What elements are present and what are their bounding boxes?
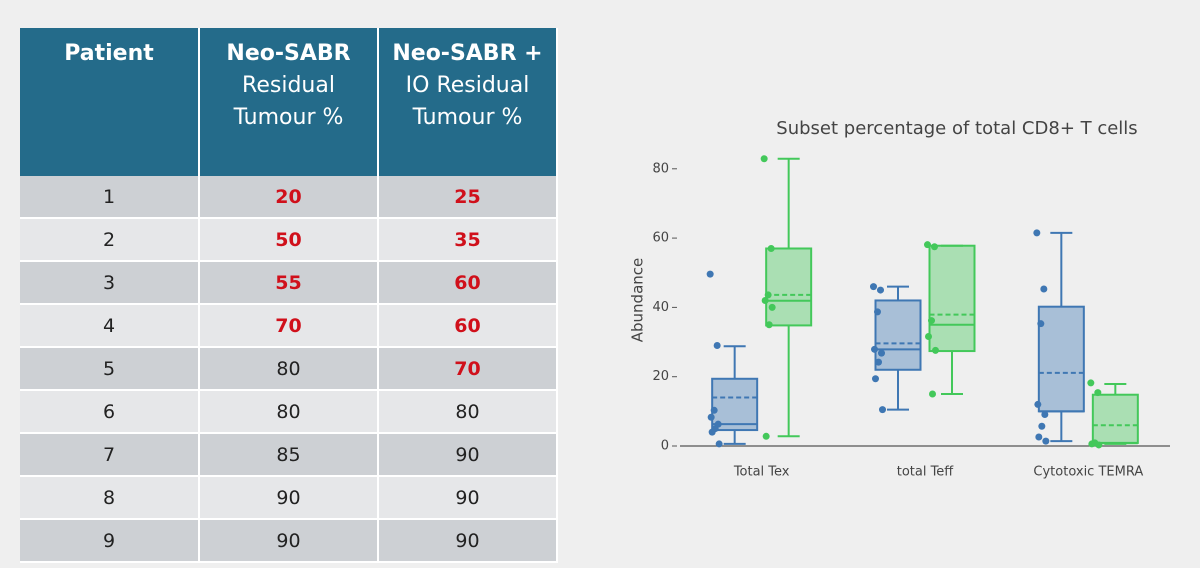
cell: 5 <box>20 347 200 391</box>
data-point <box>710 406 718 414</box>
cell: 35 <box>378 218 558 262</box>
data-point <box>1087 379 1095 387</box>
data-point <box>871 345 878 353</box>
data-point <box>708 428 716 436</box>
y-axis-label: Abundance <box>629 258 647 343</box>
data-point <box>932 346 939 354</box>
data-point <box>1035 433 1043 441</box>
row: 2 50 35 <box>20 218 558 262</box>
x-tick-label: Total Tex <box>733 465 790 480</box>
row: 4 70 60 <box>20 304 558 348</box>
cell: 9 <box>20 519 200 563</box>
cell: 60 <box>378 261 558 305</box>
row: 5 80 70 <box>20 347 558 391</box>
cell: 8 <box>20 476 200 520</box>
data-point <box>715 440 723 448</box>
data-point <box>764 291 772 299</box>
box <box>1037 305 1085 413</box>
cell: 90 <box>199 519 379 563</box>
header-row: Patient Neo-SABR Residual Tumour % Neo-S… <box>20 28 558 176</box>
data-point <box>767 244 775 252</box>
data-point <box>924 241 931 249</box>
data-point <box>879 406 886 414</box>
data-point <box>878 349 885 357</box>
data-point <box>760 155 768 163</box>
cell: 80 <box>199 347 379 391</box>
residual-table: Patient Neo-SABR Residual Tumour % Neo-S… <box>20 28 558 563</box>
data-point <box>768 303 776 311</box>
data-point <box>761 296 769 304</box>
box <box>1091 393 1139 444</box>
cell: 80 <box>199 390 379 434</box>
data-point <box>1095 441 1103 449</box>
cell: 60 <box>378 304 558 348</box>
y-tick-label: 80 <box>652 161 669 176</box>
cell: 50 <box>199 218 379 262</box>
cell: 4 <box>20 304 200 348</box>
cell: 55 <box>199 261 379 305</box>
cell: 7 <box>20 433 200 477</box>
box <box>874 299 922 371</box>
y-tick-label: 0 <box>661 439 669 454</box>
data-point <box>870 283 877 291</box>
chart-title: Subset percentage of total CD8+ T cells <box>776 118 1137 139</box>
cell: 70 <box>378 347 558 391</box>
cell: 20 <box>199 176 379 219</box>
data-point <box>765 321 773 329</box>
row: 8 90 90 <box>20 476 558 520</box>
data-point <box>1038 422 1046 430</box>
cell: 2 <box>20 218 200 262</box>
box <box>928 244 976 353</box>
cell: 85 <box>199 433 379 477</box>
header-cell: Patient <box>20 28 200 176</box>
data-point <box>1040 285 1048 293</box>
row: 7 85 90 <box>20 433 558 477</box>
data-point <box>1033 229 1041 237</box>
cell: 80 <box>378 390 558 434</box>
row: 6 80 80 <box>20 390 558 434</box>
cell: 3 <box>20 261 200 305</box>
data-point <box>1034 400 1042 408</box>
data-point <box>1037 320 1045 328</box>
data-point <box>706 270 714 278</box>
row: 1 20 25 <box>20 176 558 219</box>
y-tick-label: 40 <box>652 300 669 315</box>
data-point <box>872 375 879 383</box>
header-cell: Neo-SABR Residual Tumour % <box>199 28 379 176</box>
data-point <box>1041 410 1049 418</box>
data-point <box>925 333 932 341</box>
cell: 90 <box>378 476 558 520</box>
data-point <box>875 358 882 366</box>
data-point <box>1042 437 1050 445</box>
data-point <box>1088 440 1096 448</box>
box <box>765 247 813 327</box>
header-cell: Neo-SABR + IO Residual Tumour % <box>378 28 558 176</box>
row: 9 90 90 <box>20 519 558 563</box>
row: 3 55 60 <box>20 261 558 305</box>
cell: 1 <box>20 176 200 219</box>
cell: 6 <box>20 390 200 434</box>
y-tick-label: 60 <box>652 231 669 246</box>
y-tick-label: 20 <box>652 369 669 384</box>
cell: 70 <box>199 304 379 348</box>
cell: 90 <box>378 519 558 563</box>
cell: 90 <box>378 433 558 477</box>
cell: 25 <box>378 176 558 219</box>
box-chart: Subset percentage of total CD8+ T cells … <box>629 118 1170 480</box>
data-point <box>877 286 884 294</box>
data-point <box>762 432 770 440</box>
data-point <box>1094 389 1102 397</box>
data-point <box>874 308 881 316</box>
data-point <box>931 243 938 251</box>
x-tick-label: Cytotoxic TEMRA <box>1033 465 1143 480</box>
cell: 90 <box>199 476 379 520</box>
x-tick-label: total Teff <box>897 465 955 480</box>
data-point <box>713 342 721 350</box>
data-point <box>707 413 715 421</box>
data-point <box>929 390 936 398</box>
box <box>711 377 759 432</box>
data-point <box>928 317 935 325</box>
